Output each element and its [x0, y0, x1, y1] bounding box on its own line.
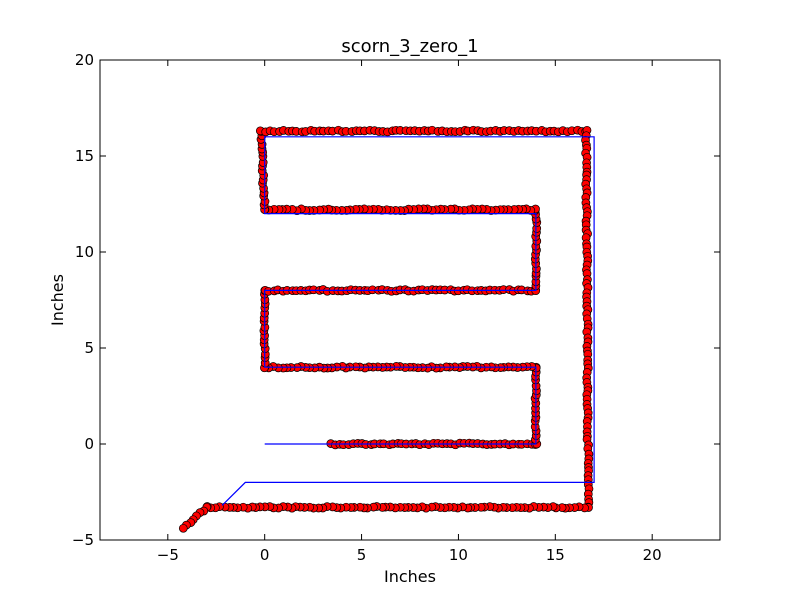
reference-path-line: [221, 136, 595, 506]
axes-frame: [99, 59, 721, 541]
y-tick-label: 20: [75, 51, 94, 69]
plot-area: [178, 125, 595, 533]
y-tick-label: 10: [75, 243, 94, 261]
chart-title: scorn_3_zero_1: [341, 36, 478, 57]
x-tick-label: 5: [357, 546, 367, 564]
x-tick-label: 10: [449, 546, 468, 564]
x-axis-label: Inches: [384, 567, 436, 586]
y-axis-label: Inches: [48, 274, 67, 326]
y-tick-label: 0: [84, 435, 94, 453]
y-tick-label: −5: [72, 531, 94, 549]
x-tick-label: 15: [546, 546, 565, 564]
x-tick-label: 0: [260, 546, 270, 564]
x-tick-label: −5: [157, 546, 179, 564]
y-tick-label: 5: [84, 339, 94, 357]
y-tick-label: 15: [75, 147, 94, 165]
axis-ticks: −5 0 5 10 15 20 −5 0 5 10 15 20: [72, 51, 720, 564]
scatter-point: [178, 523, 188, 533]
x-tick-label: 20: [643, 546, 662, 564]
